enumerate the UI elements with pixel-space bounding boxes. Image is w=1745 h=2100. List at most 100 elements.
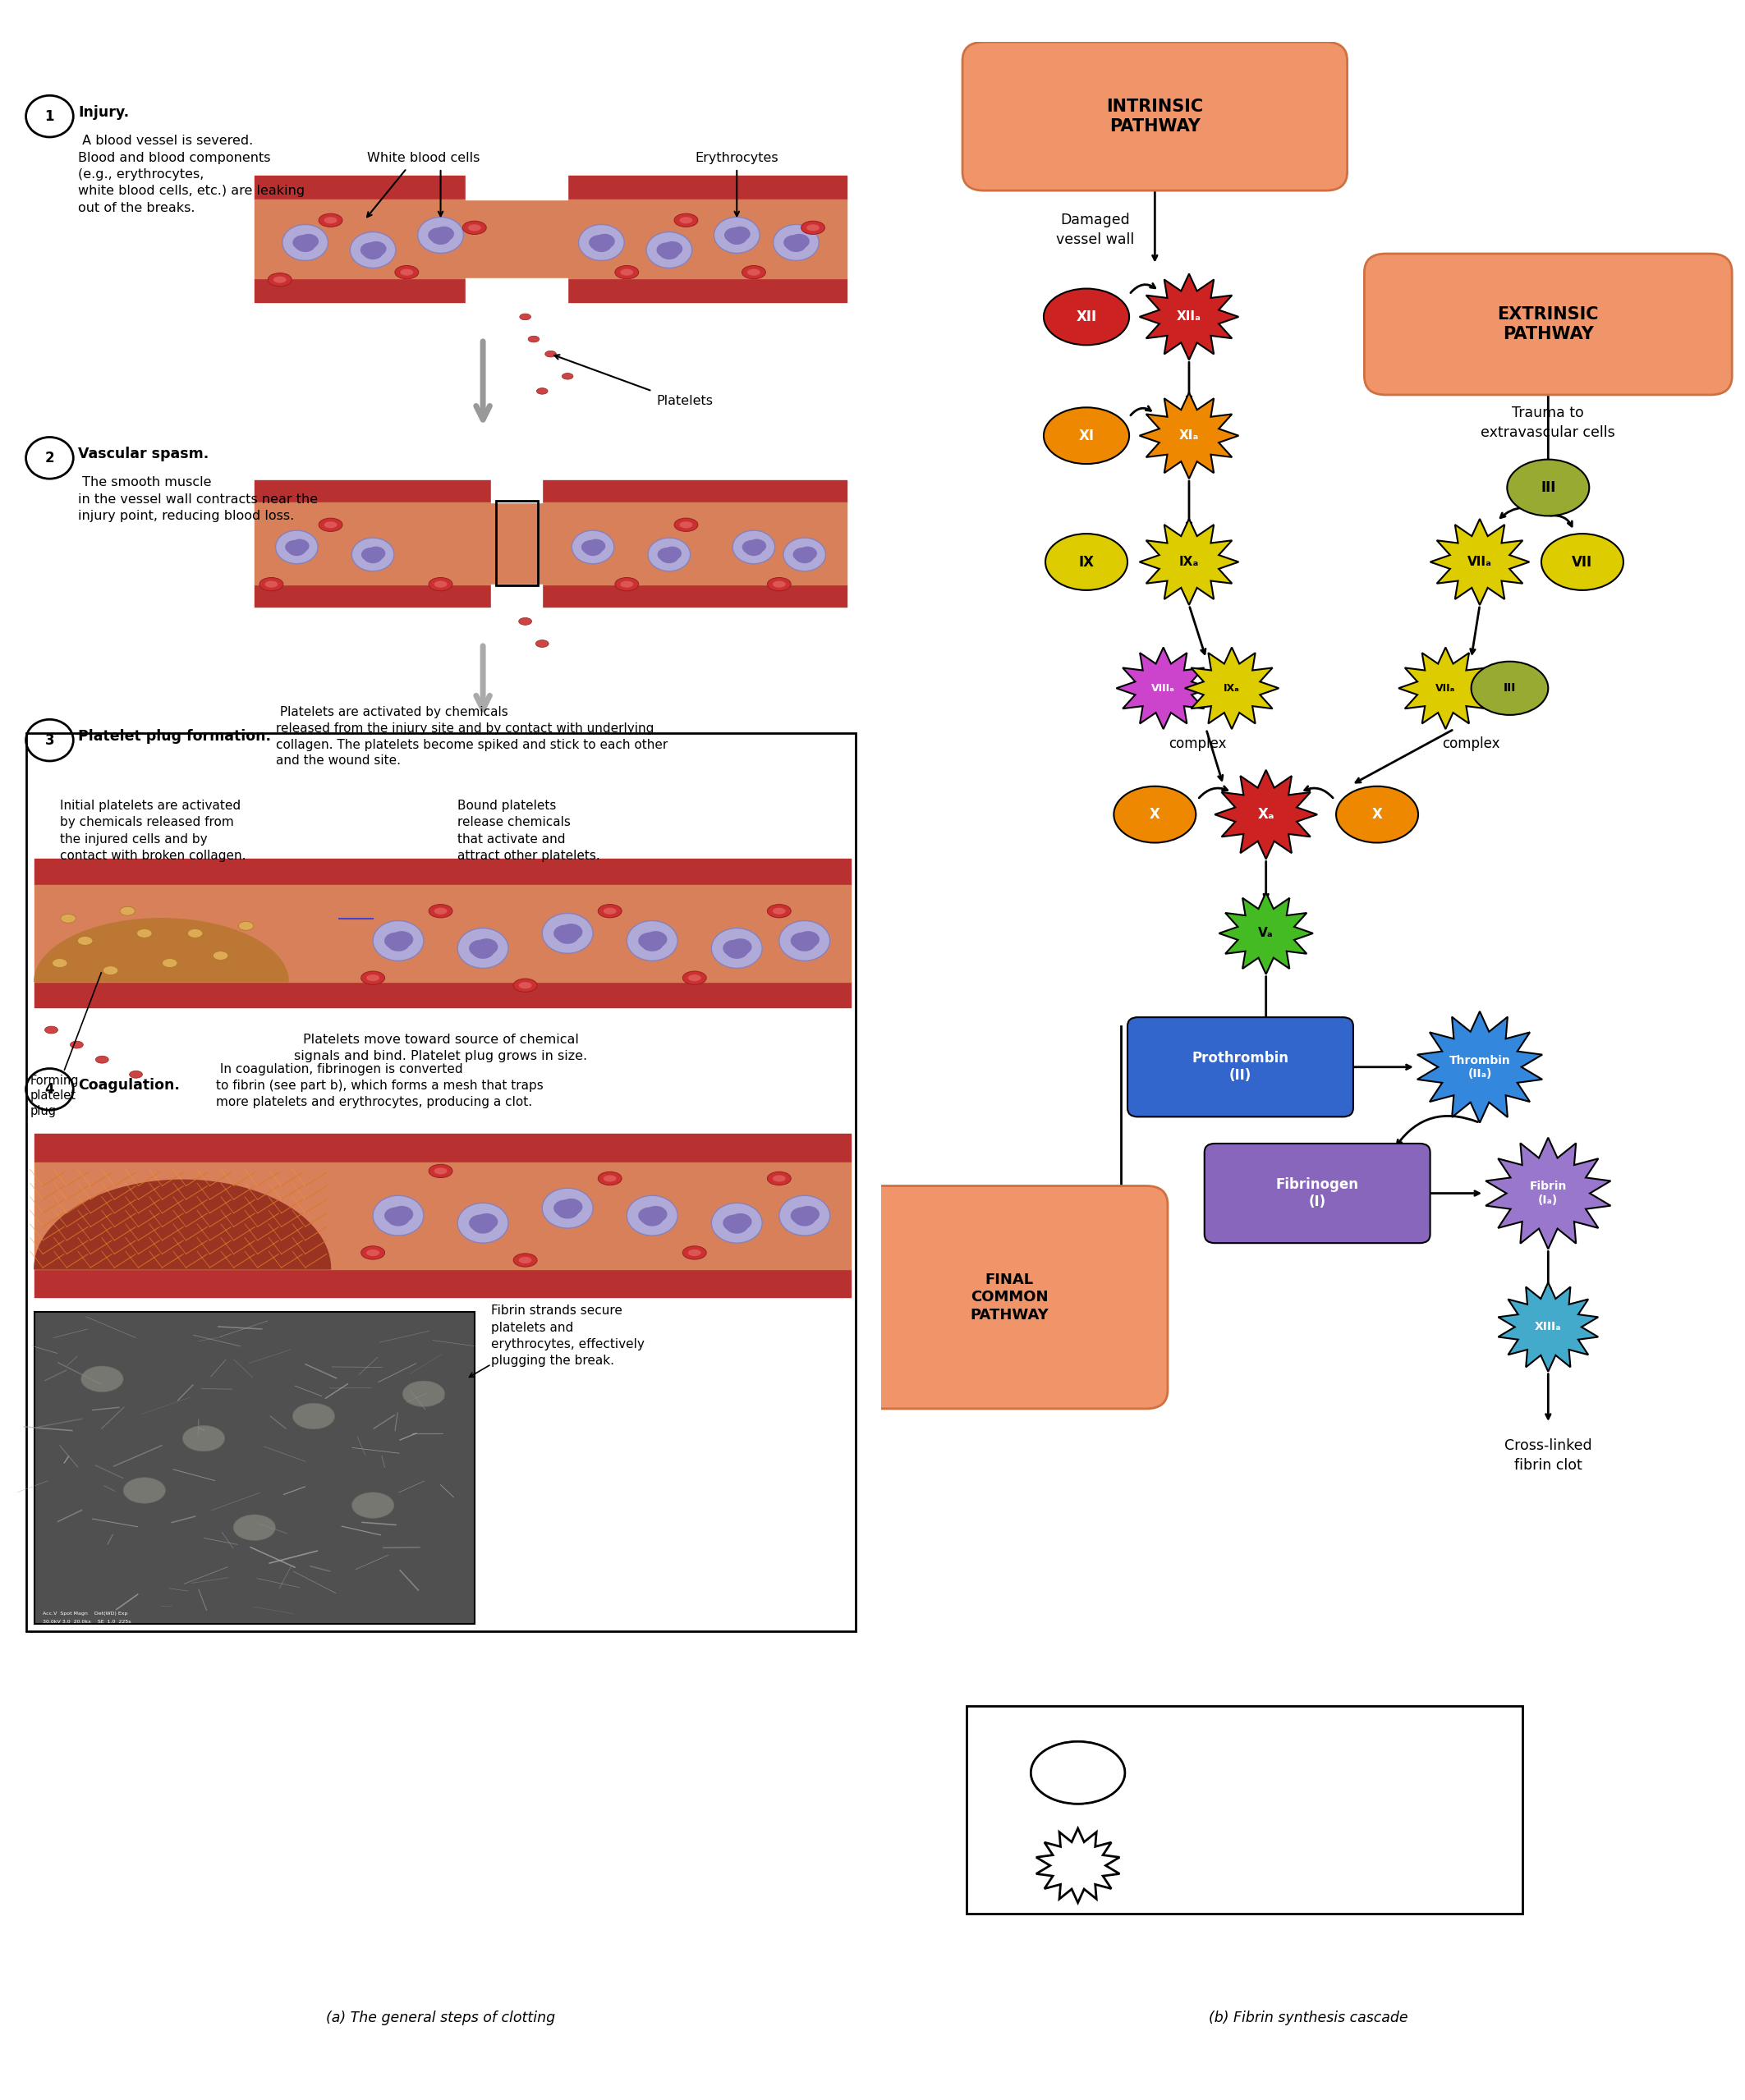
Ellipse shape xyxy=(688,1250,701,1256)
Ellipse shape xyxy=(518,983,532,989)
Ellipse shape xyxy=(747,269,761,275)
Polygon shape xyxy=(1139,273,1239,359)
Polygon shape xyxy=(1139,519,1239,605)
Ellipse shape xyxy=(361,548,380,561)
Ellipse shape xyxy=(663,546,682,561)
Polygon shape xyxy=(1185,647,1279,729)
Ellipse shape xyxy=(417,216,464,254)
Ellipse shape xyxy=(183,1426,225,1451)
Text: Platelets are activated by chemicals
released from the injury site and by contac: Platelets are activated by chemicals rel… xyxy=(276,706,668,766)
Ellipse shape xyxy=(604,1176,616,1182)
Ellipse shape xyxy=(529,336,539,342)
Ellipse shape xyxy=(742,540,761,554)
Ellipse shape xyxy=(583,542,602,557)
Ellipse shape xyxy=(429,578,452,590)
Ellipse shape xyxy=(457,1203,508,1243)
Ellipse shape xyxy=(644,930,667,947)
Ellipse shape xyxy=(797,546,817,561)
Ellipse shape xyxy=(747,540,766,552)
Ellipse shape xyxy=(536,640,548,647)
Ellipse shape xyxy=(124,1478,166,1504)
Text: Fibrin
(Iₐ): Fibrin (Iₐ) xyxy=(1530,1180,1567,1205)
Text: 1: 1 xyxy=(45,109,54,124)
Ellipse shape xyxy=(1113,785,1195,842)
Ellipse shape xyxy=(679,216,693,223)
Ellipse shape xyxy=(722,941,745,955)
Text: complex: complex xyxy=(1443,737,1501,752)
Ellipse shape xyxy=(325,216,337,223)
Ellipse shape xyxy=(712,1203,763,1243)
Text: XIIₐ: XIIₐ xyxy=(1176,311,1201,323)
Ellipse shape xyxy=(213,951,229,960)
Ellipse shape xyxy=(352,538,394,571)
Text: XII: XII xyxy=(1077,309,1098,323)
Ellipse shape xyxy=(639,932,661,949)
Text: Factor: inactive state: Factor: inactive state xyxy=(1155,1766,1305,1781)
Ellipse shape xyxy=(579,225,625,260)
Ellipse shape xyxy=(588,235,609,250)
Ellipse shape xyxy=(234,1514,276,1541)
Ellipse shape xyxy=(688,974,701,981)
Text: XI: XI xyxy=(1078,428,1094,443)
Ellipse shape xyxy=(768,578,790,590)
Ellipse shape xyxy=(469,1214,492,1231)
Ellipse shape xyxy=(794,934,817,951)
Text: Coagulation.: Coagulation. xyxy=(79,1077,180,1092)
Ellipse shape xyxy=(784,538,825,571)
Text: III: III xyxy=(1504,682,1516,693)
Ellipse shape xyxy=(640,1210,663,1226)
Text: X: X xyxy=(1372,806,1382,821)
Ellipse shape xyxy=(726,229,747,244)
Ellipse shape xyxy=(729,1214,752,1231)
Ellipse shape xyxy=(366,546,386,561)
Ellipse shape xyxy=(790,932,813,949)
Ellipse shape xyxy=(52,958,68,968)
Polygon shape xyxy=(1117,647,1211,729)
Ellipse shape xyxy=(351,231,396,269)
Text: Erythrocytes: Erythrocytes xyxy=(695,151,778,164)
Ellipse shape xyxy=(560,1199,583,1216)
Text: Platelet plug formation.: Platelet plug formation. xyxy=(79,729,272,743)
Ellipse shape xyxy=(429,905,452,918)
Text: Thrombin
(IIₐ): Thrombin (IIₐ) xyxy=(1448,1054,1511,1079)
Ellipse shape xyxy=(283,225,328,260)
Ellipse shape xyxy=(373,1195,424,1235)
Ellipse shape xyxy=(789,233,810,250)
Ellipse shape xyxy=(361,970,384,985)
Ellipse shape xyxy=(518,617,532,626)
FancyBboxPatch shape xyxy=(963,42,1347,191)
Ellipse shape xyxy=(325,521,337,527)
Ellipse shape xyxy=(518,1256,532,1264)
Ellipse shape xyxy=(387,934,410,951)
Ellipse shape xyxy=(639,1208,661,1224)
FancyBboxPatch shape xyxy=(1127,1016,1352,1117)
Text: 2: 2 xyxy=(45,452,54,466)
Text: Platelets move toward source of chemical
signals and bind. Platelet plug grows i: Platelets move toward source of chemical… xyxy=(293,1033,588,1063)
Ellipse shape xyxy=(45,1027,58,1033)
Ellipse shape xyxy=(656,242,677,258)
Ellipse shape xyxy=(646,231,693,269)
Text: IX: IX xyxy=(1078,554,1094,569)
Ellipse shape xyxy=(644,1205,667,1222)
Ellipse shape xyxy=(714,216,759,254)
Ellipse shape xyxy=(295,237,316,252)
Ellipse shape xyxy=(366,1250,379,1256)
Ellipse shape xyxy=(429,1163,452,1178)
Text: Vascular spasm.: Vascular spasm. xyxy=(79,447,209,462)
Ellipse shape xyxy=(77,937,92,945)
Ellipse shape xyxy=(801,220,825,235)
FancyBboxPatch shape xyxy=(1204,1145,1431,1243)
Ellipse shape xyxy=(284,540,304,554)
Ellipse shape xyxy=(384,932,407,949)
FancyBboxPatch shape xyxy=(1365,254,1733,395)
Text: EXTRINSIC
PATHWAY: EXTRINSIC PATHWAY xyxy=(1497,307,1598,342)
Polygon shape xyxy=(35,1180,330,1268)
Ellipse shape xyxy=(1031,1741,1126,1804)
Ellipse shape xyxy=(768,1172,790,1184)
Ellipse shape xyxy=(457,928,508,968)
Ellipse shape xyxy=(626,920,677,962)
FancyBboxPatch shape xyxy=(967,1705,1522,1913)
Polygon shape xyxy=(1431,519,1529,605)
Ellipse shape xyxy=(796,550,815,563)
Ellipse shape xyxy=(619,269,633,275)
